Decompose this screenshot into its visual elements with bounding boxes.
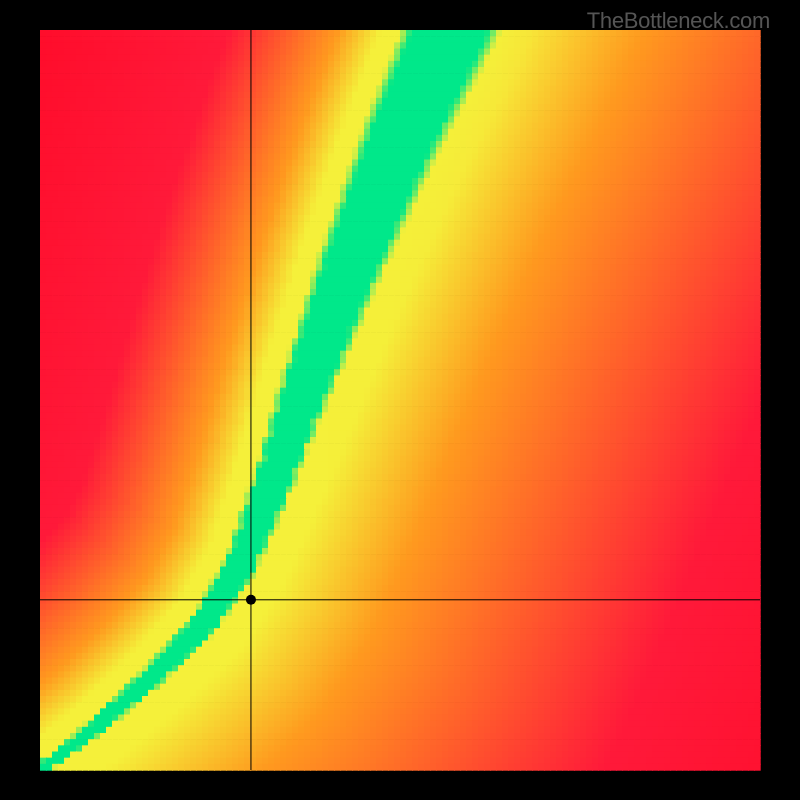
bottleneck-heatmap (0, 0, 800, 800)
watermark-text: TheBottleneck.com (587, 8, 770, 34)
chart-container: { "watermark": { "text": "TheBottleneck.… (0, 0, 800, 800)
